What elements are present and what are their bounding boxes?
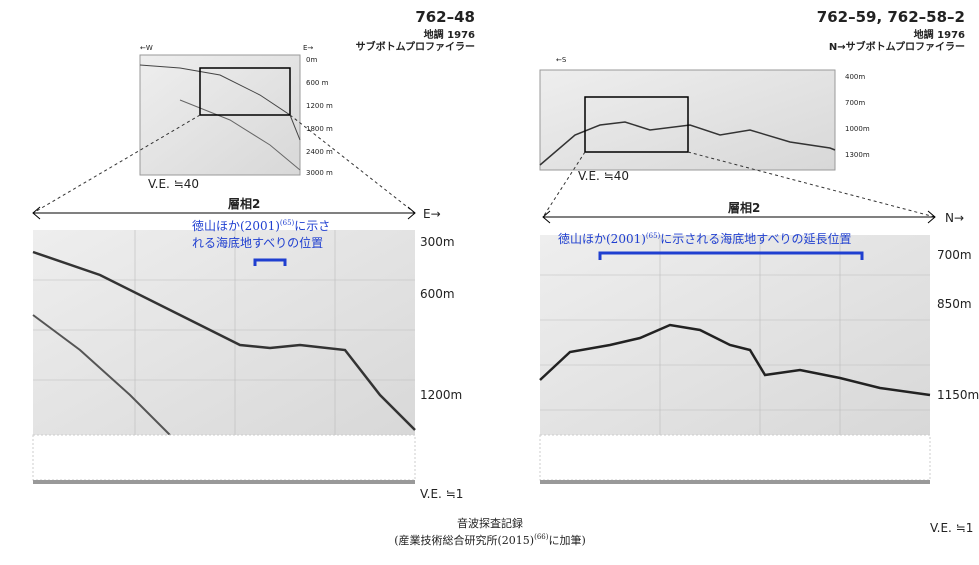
title: 762–59, 762–58–2 (817, 8, 965, 26)
reference: (66) (534, 533, 549, 541)
depth-label: 1000m (845, 125, 870, 133)
depth-label: 0m (306, 56, 317, 64)
direction: ←S (556, 56, 567, 64)
figure: 762–48 地調 1976 サブボトムプロファイラー ←W E→ 0m 600… (0, 0, 979, 565)
depth-label: 700m (845, 99, 865, 107)
depth-label: 850m (937, 297, 972, 311)
instrument: N→サブボトムプロファイラー (829, 40, 965, 53)
direction: E→ (423, 207, 441, 221)
depth-label: 600 m (306, 79, 329, 87)
annotation-text: 徳山ほか(2001) (192, 218, 280, 233)
ve: V.E. ≒1 (420, 487, 463, 501)
page: 762–48 地調 1976 サブボトムプロファイラー ←W E→ 0m 600… (0, 0, 979, 565)
strip (33, 480, 415, 484)
title: 762–48 (415, 8, 475, 26)
caption: (産業技術総合研究所(2015)(66)に加筆) (394, 533, 586, 547)
depth-label: 2400 m (306, 148, 333, 156)
caption: 音波探査記録 (457, 516, 523, 530)
caption-text: に加筆) (548, 533, 585, 547)
annotation-text: 徳山ほか(2001) (558, 231, 646, 246)
blank (33, 435, 415, 480)
direction: N→ (945, 211, 964, 225)
survey: 地調 1976 (914, 28, 965, 41)
depth-label: 700m (937, 248, 972, 262)
survey: 地調 1976 (424, 28, 475, 41)
reference: (65) (646, 232, 661, 240)
depth-label: 3000 m (306, 169, 333, 177)
reference: (65) (280, 219, 295, 227)
depth-label: 1300m (845, 151, 870, 159)
facies: 層相2 (228, 196, 260, 211)
depth-label: 1200m (420, 388, 462, 402)
instrument: サブボトムプロファイラー (356, 40, 475, 53)
depth-label: 300m (420, 235, 455, 249)
annotation-text: に示さ (294, 219, 330, 233)
annotation: 徳山ほか(2001)(65)に示される海底地すべりの延長位置 (558, 231, 851, 246)
depth-label: 600m (420, 287, 455, 301)
depth-label: 400m (845, 73, 865, 81)
depth-label: 1200 m (306, 102, 333, 110)
blank (540, 435, 930, 480)
record (540, 235, 930, 435)
annotation: れる海底地すべりの位置 (192, 235, 323, 250)
strip (540, 480, 930, 484)
ve: V.E. ≒40 (148, 177, 199, 191)
annotation: 徳山ほか(2001)(65)に示さ (192, 218, 330, 233)
direction: E→ (303, 44, 313, 52)
depth-label: 1800 m (306, 125, 333, 133)
facies: 層相2 (728, 200, 760, 215)
depth-label: 1150m (937, 388, 979, 402)
ve: V.E. ≒1 (930, 521, 973, 535)
direction: ←W (140, 44, 153, 52)
annotation-text: に示される海底地すべりの延長位置 (660, 231, 851, 246)
ve: V.E. ≒40 (578, 169, 629, 183)
caption-text: (産業技術総合研究所(2015) (394, 533, 534, 547)
record (33, 230, 415, 435)
